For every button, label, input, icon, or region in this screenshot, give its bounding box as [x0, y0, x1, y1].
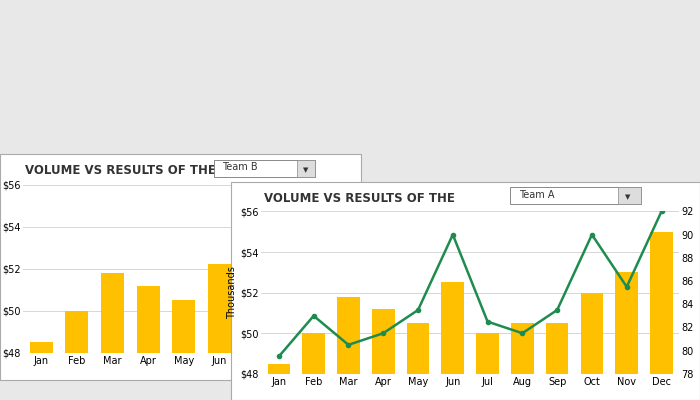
Bar: [448, 304, 466, 400]
Bar: [546, 323, 568, 400]
Text: VOLUME VS RESULTS OF THE: VOLUME VS RESULTS OF THE: [365, 199, 556, 212]
Bar: [394, 336, 412, 400]
Bar: [662, 242, 679, 400]
Bar: [208, 264, 231, 400]
Bar: [302, 333, 325, 400]
Text: VOLUME VS RESULTS OF THE: VOLUME VS RESULTS OF THE: [25, 164, 216, 178]
Bar: [29, 342, 52, 400]
Bar: [608, 344, 626, 400]
Bar: [650, 232, 673, 400]
Text: Team B: Team B: [222, 162, 257, 172]
Bar: [421, 296, 438, 400]
Bar: [136, 286, 160, 400]
Bar: [476, 333, 499, 400]
Bar: [407, 323, 429, 400]
Bar: [528, 328, 545, 400]
Bar: [442, 282, 464, 400]
Bar: [501, 281, 519, 400]
Bar: [372, 309, 395, 400]
Bar: [555, 328, 572, 400]
Text: ▼: ▼: [625, 194, 630, 200]
Y-axis label: Thousands: Thousands: [228, 266, 237, 319]
Bar: [337, 297, 360, 400]
Bar: [511, 323, 533, 400]
Text: ▼: ▼: [303, 167, 308, 173]
Bar: [172, 300, 195, 400]
Bar: [615, 272, 638, 400]
Bar: [267, 364, 290, 400]
Bar: [475, 328, 492, 400]
Bar: [635, 265, 652, 400]
Bar: [65, 311, 88, 400]
Text: VOLUME VS RESULTS OF THE: VOLUME VS RESULTS OF THE: [264, 192, 455, 205]
Text: Team A: Team A: [519, 190, 554, 200]
Bar: [580, 293, 603, 400]
Text: ▼: ▼: [643, 202, 648, 208]
Bar: [368, 375, 385, 400]
Bar: [315, 206, 338, 400]
Bar: [101, 273, 124, 400]
Text: Team C: Team C: [561, 197, 596, 207]
Bar: [279, 254, 302, 400]
Bar: [582, 304, 599, 400]
Bar: [244, 300, 267, 400]
